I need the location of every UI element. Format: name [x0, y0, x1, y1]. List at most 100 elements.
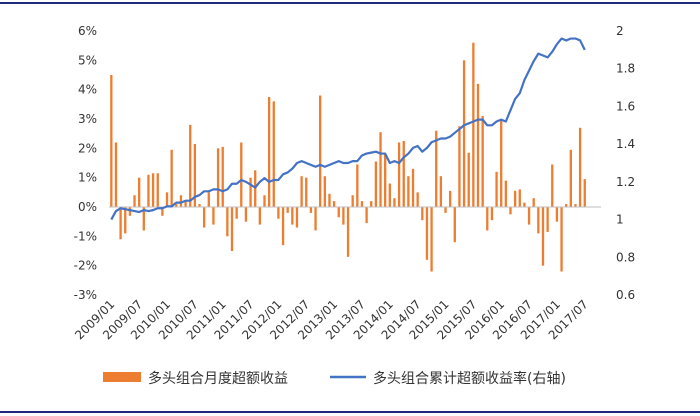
bar	[165, 192, 169, 207]
bar	[342, 207, 345, 225]
bar	[546, 207, 549, 232]
bar	[193, 143, 197, 207]
bar	[541, 207, 545, 266]
bar	[527, 207, 531, 225]
bar	[500, 120, 503, 207]
bar	[337, 207, 340, 218]
bar	[513, 190, 517, 207]
bar	[439, 176, 443, 207]
y-right-tick-label: 1	[616, 213, 624, 227]
bar	[346, 207, 350, 257]
y-right-tick-label: 0.8	[616, 250, 635, 264]
y-left-tick-label: -3%	[74, 288, 97, 302]
bar	[328, 193, 331, 207]
bar	[184, 201, 187, 207]
y-right-tick-label: 1.4	[616, 137, 635, 151]
y-left-tick-label: -1%	[74, 229, 97, 243]
bar	[198, 204, 201, 207]
bar	[551, 164, 554, 207]
bar	[179, 195, 183, 207]
bar	[254, 170, 257, 207]
bar	[486, 207, 489, 231]
bar	[448, 190, 452, 207]
bar	[583, 179, 586, 207]
bar	[119, 207, 122, 240]
bar	[295, 207, 299, 228]
bar	[565, 204, 568, 207]
bar	[453, 207, 456, 243]
bar	[574, 204, 577, 207]
bar	[569, 149, 572, 207]
bar	[175, 204, 178, 207]
bar	[351, 195, 354, 207]
bar	[240, 142, 243, 207]
bar	[555, 207, 559, 222]
bar	[365, 207, 368, 224]
y-right-tick-label: 1.8	[616, 62, 635, 76]
bar	[360, 201, 364, 207]
bar	[156, 173, 159, 207]
bar	[537, 207, 540, 234]
bar	[291, 207, 294, 225]
legend-label-bar: 多头组合月度超额收益	[148, 370, 288, 387]
y-right-tick-label: 0.6	[616, 288, 635, 302]
bar	[397, 142, 401, 207]
bar	[277, 207, 280, 219]
bar	[476, 83, 480, 207]
bar	[300, 176, 303, 207]
bar	[235, 207, 238, 219]
bar	[421, 207, 424, 221]
bar	[435, 130, 438, 207]
y-right-tick-label: 1.6	[616, 99, 635, 113]
bar	[425, 207, 429, 260]
cumulative-line	[110, 37, 586, 221]
bar	[578, 127, 582, 207]
bar	[356, 164, 359, 207]
bar	[374, 161, 378, 207]
bar-series	[110, 42, 586, 272]
bar	[411, 168, 415, 207]
bar	[458, 126, 461, 207]
bar	[560, 207, 563, 272]
bar	[258, 207, 262, 225]
y-left-tick-label: 2%	[78, 141, 97, 155]
bar	[416, 192, 419, 207]
legend-label-line: 多头组合累计超额收益率(右轴)	[373, 370, 566, 387]
bar	[444, 207, 447, 213]
bar	[462, 60, 466, 207]
bar	[407, 176, 410, 207]
bar	[212, 207, 215, 225]
top-border-rule	[0, 2, 700, 4]
bar	[267, 97, 271, 207]
bar	[379, 132, 382, 207]
bar	[532, 198, 535, 207]
bar	[370, 201, 373, 207]
bar	[244, 207, 248, 222]
legend-swatch-bar	[103, 372, 141, 382]
bar	[509, 207, 512, 215]
bar	[518, 189, 521, 207]
bar	[323, 176, 326, 207]
y-right-tick-label: 1.2	[616, 175, 635, 189]
y-left-tick-label: 6%	[78, 24, 97, 38]
bar	[147, 174, 150, 207]
bar	[384, 154, 387, 207]
bar	[319, 95, 322, 207]
bar	[221, 146, 224, 207]
bar	[161, 207, 164, 216]
bar	[272, 101, 275, 207]
bar	[402, 141, 405, 207]
y-left-tick-label: 0%	[78, 200, 97, 214]
bar	[305, 177, 308, 207]
bar	[490, 207, 494, 221]
y-left-tick-label: 3%	[78, 112, 97, 126]
bar	[142, 207, 145, 231]
bar	[467, 152, 470, 207]
bottom-border-rule	[0, 411, 700, 413]
bar	[138, 177, 141, 207]
bar	[226, 207, 229, 237]
bar	[189, 124, 192, 207]
bar	[481, 116, 484, 207]
